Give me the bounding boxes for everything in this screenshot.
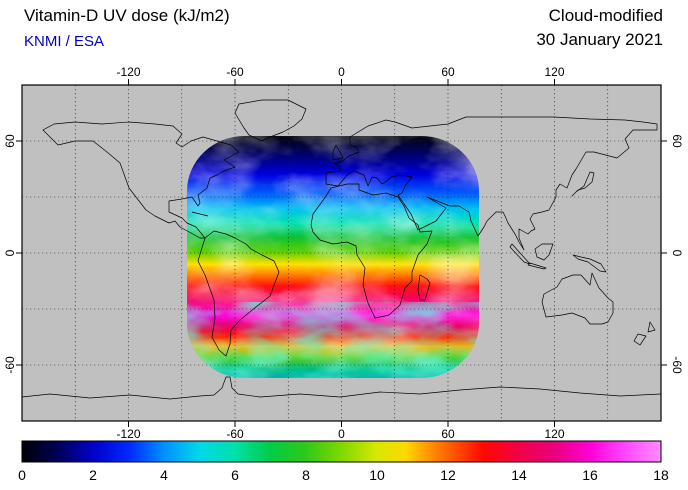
coast-south-america: [197, 230, 280, 357]
colorbar: [21, 440, 662, 463]
coast-new-zealand-north: [647, 321, 656, 333]
lon-tick-label: 0: [338, 65, 345, 79]
coast-africa: [310, 183, 433, 319]
coast-australia: [541, 272, 614, 325]
lon-tick-label: 60: [441, 65, 455, 79]
colorbar-tick-label: 18: [653, 467, 669, 483]
coast-new-guinea: [572, 254, 607, 273]
graticule: [22, 85, 661, 421]
colorbar-tick-label: 6: [231, 467, 239, 483]
lon-axis-bottom: -120 -60 0 60 120: [116, 427, 564, 441]
coast-new-zealand-south: [633, 333, 647, 346]
colorbar-tick-label: 12: [440, 467, 456, 483]
colorbar-tick-label: 8: [302, 467, 310, 483]
lon-tick-label: 0: [338, 427, 345, 441]
lat-tick-label: -60: [3, 356, 17, 374]
lat-axis-right: 60 0 -60: [670, 134, 684, 374]
lon-tick-label: 120: [544, 427, 564, 441]
lat-tick-label: 60: [670, 134, 684, 148]
lat-tick-label: 60: [3, 134, 17, 148]
lon-tick-label: -60: [226, 65, 244, 79]
colorbar-tick-label: 10: [369, 467, 385, 483]
coastlines: [22, 99, 661, 400]
lon-tick-label: 120: [544, 65, 564, 79]
colorbar-axis: 0 2 4 6 8 10 12 14 16 18: [18, 467, 669, 483]
lat-tick-label: 0: [3, 249, 17, 256]
lat-tick-label: 0: [670, 250, 684, 257]
coast-madagascar: [417, 274, 431, 301]
lat-tick-label: -60: [670, 356, 684, 374]
southern-cloud-swirls: [187, 312, 479, 378]
date-label: 30 January 2021: [536, 30, 663, 49]
lon-axis-top: -120 -60 0 60 120: [116, 65, 564, 79]
source-credit: KNMI / ESA: [24, 33, 105, 50]
lon-tick-label: 60: [441, 427, 455, 441]
colorbar-tick-label: 0: [18, 467, 26, 483]
product-type-label: Cloud-modified: [548, 6, 663, 25]
lon-tick-label: -120: [116, 65, 140, 79]
coast-cuba: [191, 211, 209, 217]
coast-sumatra: [509, 243, 531, 265]
colorbar-tick-label: 14: [511, 467, 527, 483]
coast-antarctica: [22, 376, 661, 400]
axis-ticks: [16, 79, 667, 427]
colorbar-tick-label: 2: [89, 467, 97, 483]
coast-japan: [571, 171, 595, 197]
lon-tick-label: -120: [116, 427, 140, 441]
coast-north-america: [42, 121, 240, 239]
colorbar-tick-label: 16: [582, 467, 598, 483]
lon-tick-label: -60: [226, 427, 244, 441]
coast-british-isles: [332, 144, 344, 161]
colorbar-tick-label: 4: [160, 467, 168, 483]
coast-borneo: [534, 243, 554, 261]
coast-greenland: [234, 99, 307, 142]
coast-java: [527, 262, 547, 270]
page-title: Vitamin-D UV dose (kJ/m2): [24, 6, 230, 25]
uv-swath: [187, 136, 479, 378]
lat-axis-left: 60 0 -60: [3, 134, 17, 374]
